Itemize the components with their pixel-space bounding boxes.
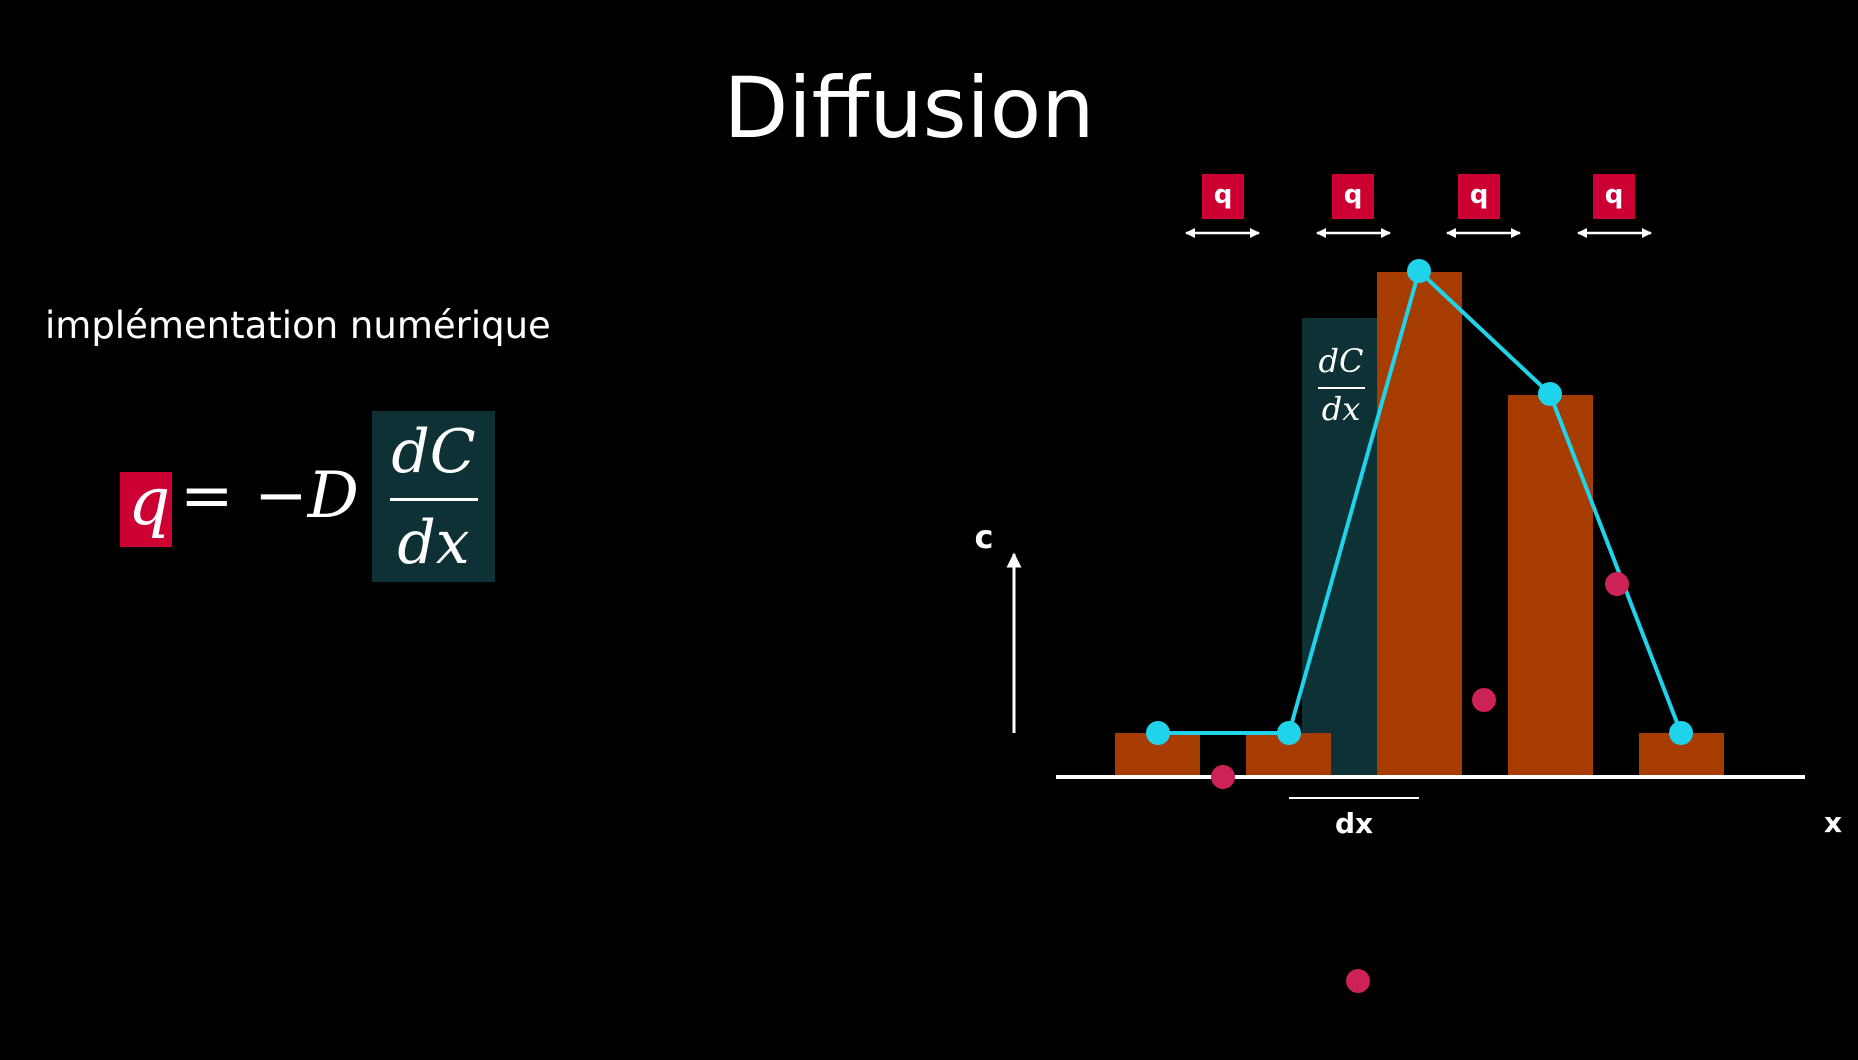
flux-dot-2: [1346, 969, 1370, 993]
equation-flux-symbol: q: [128, 463, 171, 540]
flux-dot-1: [1211, 765, 1235, 789]
equation-numerator: dC: [391, 417, 476, 487]
profile-point-2: [1277, 721, 1301, 745]
slide-subtitle: implémentation numérique: [45, 304, 551, 347]
flux-highlight-box: [120, 472, 172, 547]
flux-box-4: [1593, 174, 1635, 219]
profile-point-5: [1669, 721, 1693, 745]
flux-label-4: q: [1605, 180, 1624, 210]
slide-title: Diffusion: [723, 59, 1095, 157]
equation-fraction-bar: [390, 498, 478, 501]
concentration-bar-3: [1377, 272, 1462, 776]
equation-rhs: = −D: [180, 456, 359, 536]
flux-box-1: [1202, 174, 1244, 219]
flux-box-3: [1458, 174, 1500, 219]
profile-point-3: [1407, 259, 1431, 283]
profile-point-1: [1146, 721, 1170, 745]
concentration-bar-4: [1508, 395, 1593, 776]
gradient-numerator: dC: [1319, 342, 1364, 380]
flux-dot-3: [1472, 688, 1496, 712]
flux-label-1: q: [1214, 180, 1233, 210]
flux-box-2: [1332, 174, 1374, 219]
equation-denominator: dx: [397, 508, 470, 578]
dx-label: dx: [1335, 807, 1373, 840]
flux-label-2: q: [1344, 180, 1363, 210]
equation-equals-minus: = −: [180, 459, 308, 533]
flux-dot-4: [1605, 572, 1629, 596]
gradient-highlight-box: [372, 411, 495, 582]
profile-point-4: [1538, 382, 1562, 406]
equation-diffusion-coefficient: D: [307, 459, 359, 533]
c-axis-label: c: [975, 518, 994, 556]
flux-label-3: q: [1470, 180, 1489, 210]
x-axis-label: x: [1824, 806, 1842, 839]
gradient-denominator: dx: [1322, 390, 1361, 428]
